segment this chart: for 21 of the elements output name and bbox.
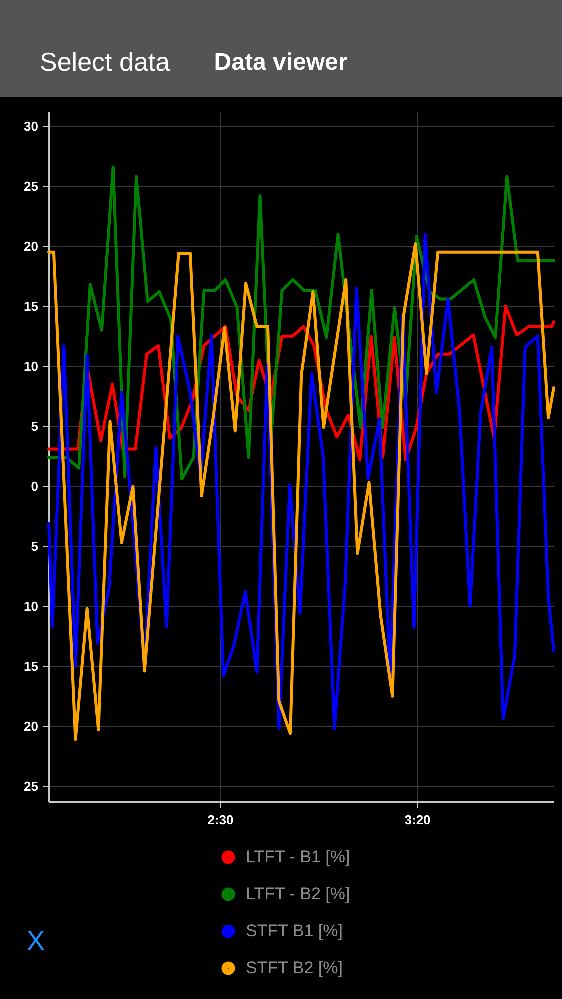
y-tick-label: 0	[31, 478, 38, 494]
x-tick-label: 3:20	[404, 812, 431, 828]
y-tick-label: 5	[31, 538, 38, 554]
legend-label: STFT B2 [%]	[246, 958, 343, 978]
y-tick-label: 15	[24, 298, 38, 314]
y-tick-label: 20	[24, 238, 38, 254]
x-tick-label: 2:30	[208, 812, 234, 828]
y-tick-label: 10	[24, 598, 38, 614]
y-tick-label: 25	[24, 178, 38, 194]
y-tick-label: 30	[24, 118, 38, 134]
y-tick-label: 10	[24, 358, 38, 374]
y-tick-label: 5	[31, 418, 38, 434]
text: X	[27, 926, 46, 956]
legend-label: LTFT - B2 [%]	[246, 884, 350, 904]
legend-label: LTFT - B1 [%]	[246, 848, 350, 866]
chart-title: Data viewer	[214, 49, 348, 76]
y-tick-label: 20	[24, 718, 38, 734]
y-tick-label: 25	[24, 778, 38, 794]
text: Select data	[40, 47, 171, 77]
legend-label: STFT B1 [%]	[246, 922, 343, 940]
y-tick-label: 15	[24, 658, 38, 674]
